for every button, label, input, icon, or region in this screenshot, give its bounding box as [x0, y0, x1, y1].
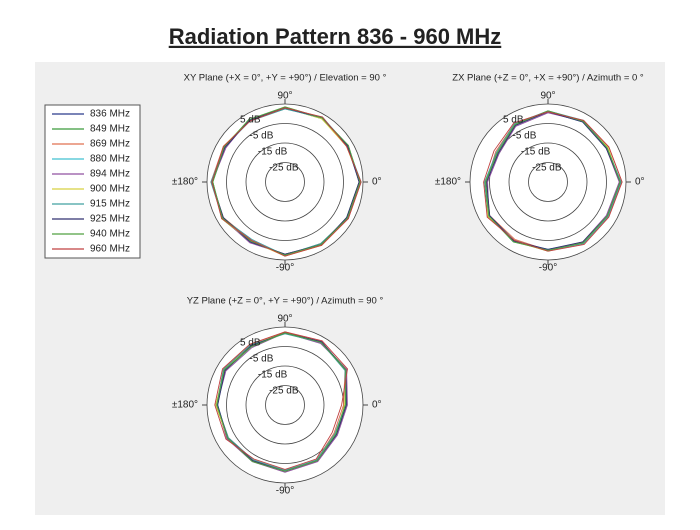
grid-ring: [226, 123, 344, 241]
plot-title: ZX Plane (+Z = 0°, +X = +90°) / Azimuth …: [452, 73, 644, 84]
grid-ring: [245, 365, 325, 445]
legend-label: 925 MHz: [90, 214, 130, 225]
angle-tick-label: 0°: [372, 177, 382, 188]
plot-background: [470, 104, 626, 260]
legend-box: [44, 104, 141, 259]
r-tick-label: 5 dB: [240, 115, 261, 126]
angle-tick-label: 90°: [277, 314, 292, 325]
legend-label: 960 MHz: [90, 244, 130, 255]
legend-label: 849 MHz: [90, 124, 130, 135]
legend-label: 880 MHz: [90, 154, 130, 165]
plot-title: XY Plane (+X = 0°, +Y = +90°) / Elevatio…: [184, 73, 387, 84]
r-tick-label: -15 dB: [258, 370, 288, 381]
legend-label: 940 MHz: [90, 229, 130, 240]
plot-background: [207, 327, 363, 483]
legend-label: 894 MHz: [90, 169, 130, 180]
grid-ring: [528, 162, 568, 202]
angle-tick-label: 0°: [372, 400, 382, 411]
pattern-line: 925 MHz: [486, 111, 621, 250]
pattern-line: 940 MHz: [485, 110, 621, 251]
r-tick-label: 5 dB: [240, 338, 261, 349]
pattern-line: 940 MHz: [212, 106, 361, 256]
angle-tick-label: 90°: [540, 91, 555, 102]
r-tick-label: 5 dB: [503, 115, 524, 126]
angle-tick-label: -90°: [539, 263, 557, 274]
angle-tick-label: ±180°: [172, 400, 198, 411]
legend-label: 900 MHz: [90, 184, 130, 195]
plot-title: YZ Plane (+Z = 0°, +Y = +90°) / Azimuth …: [187, 296, 384, 307]
pattern-line: 960 MHz: [214, 331, 348, 470]
legend-label: 836 MHz: [90, 109, 130, 120]
r-tick-label: -15 dB: [258, 147, 288, 158]
pattern-line: 940 MHz: [216, 332, 347, 472]
plot-background: [207, 104, 363, 260]
grid-ring: [508, 142, 588, 222]
pattern-line: 960 MHz: [483, 111, 623, 252]
grid-ring: [265, 385, 305, 425]
angle-tick-label: ±180°: [435, 177, 461, 188]
grid-ring: [489, 123, 607, 241]
legend-label: 869 MHz: [90, 139, 130, 150]
legend-label: 915 MHz: [90, 199, 130, 210]
r-tick-label: -15 dB: [521, 147, 551, 158]
r-tick-label: -25 dB: [269, 163, 299, 174]
grid-ring: [265, 162, 305, 202]
r-tick-label: -5 dB: [512, 131, 536, 142]
r-tick-label: -5 dB: [249, 354, 273, 365]
angle-tick-label: 0°: [635, 177, 645, 188]
r-tick-label: -25 dB: [269, 386, 299, 397]
angle-tick-label: -90°: [276, 486, 294, 497]
angle-tick-label: 90°: [277, 91, 292, 102]
page-title: Radiation Pattern 836 - 960 MHz: [169, 24, 502, 49]
angle-tick-label: ±180°: [172, 177, 198, 188]
r-tick-label: -25 dB: [532, 163, 562, 174]
angle-tick-label: -90°: [276, 263, 294, 274]
grid-ring: [245, 142, 325, 222]
r-tick-label: -5 dB: [249, 131, 273, 142]
pattern-line: 960 MHz: [211, 107, 362, 257]
